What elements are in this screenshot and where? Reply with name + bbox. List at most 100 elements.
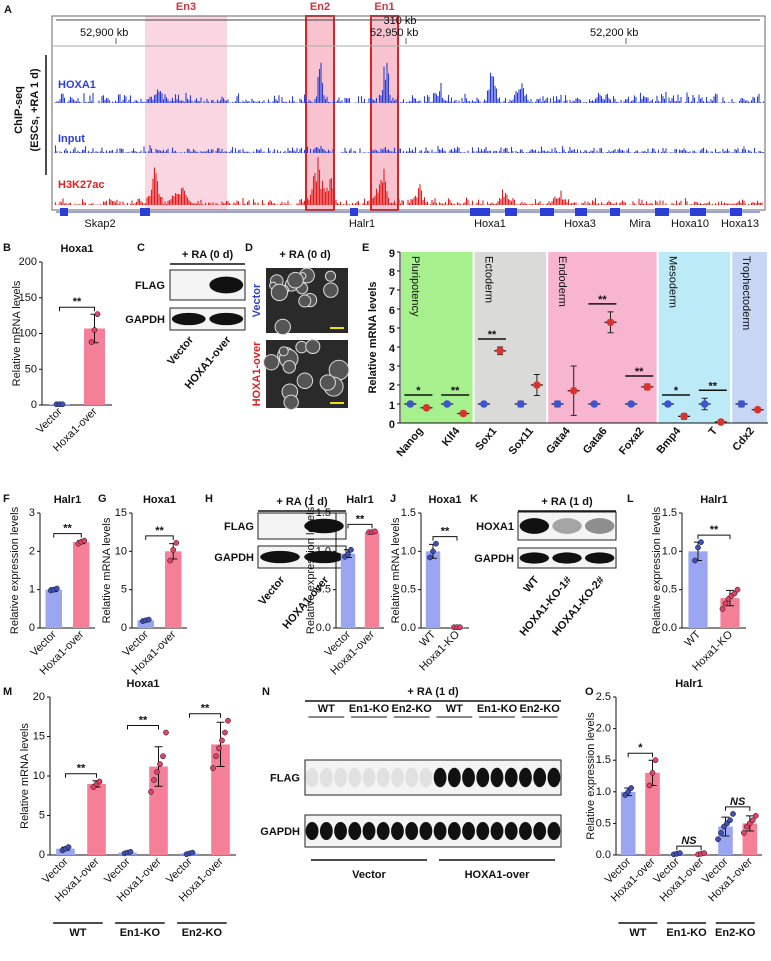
exon: [350, 208, 358, 216]
data-point: [225, 717, 231, 724]
y-axis-label: Relative expression levels: [651, 506, 663, 634]
panel-letter: G: [98, 493, 107, 505]
blot-band: [519, 767, 532, 788]
data-point: [664, 400, 672, 408]
section-label: Trophectoderm: [740, 256, 752, 330]
y-tick-label: 0.5: [662, 584, 677, 596]
group-label: HOXA1-over: [465, 869, 531, 881]
coord-label: 52,900 kb: [80, 27, 128, 39]
sig-label: **: [63, 523, 72, 535]
lane-label: WT: [446, 703, 463, 715]
axis-label: (ESCs, +RA 1 d): [29, 68, 41, 151]
blot-band: [533, 767, 547, 788]
data-point: [91, 327, 98, 333]
y-tick-label: 8: [389, 267, 395, 279]
y-tick-label: 0.0: [401, 622, 416, 634]
y-tick-label: 1.0: [596, 786, 611, 798]
data-point: [698, 539, 704, 545]
sig-label: *: [638, 742, 643, 754]
blot-band: [476, 822, 490, 840]
y-tick-label: 4: [389, 343, 396, 355]
data-point: [127, 848, 134, 855]
blot-band: [447, 822, 461, 840]
y-tick-label: 9: [389, 248, 395, 260]
data-point: [53, 585, 60, 592]
exon: [540, 208, 554, 216]
x-tick-label: Cdx2: [730, 425, 756, 453]
data-point: [516, 400, 525, 408]
data-point: [170, 546, 177, 553]
exon: [60, 208, 68, 216]
panel-letter: E: [362, 242, 369, 254]
bar: [165, 551, 182, 628]
gene-label: Hoxa1: [474, 218, 506, 230]
sig-label: **: [441, 526, 450, 538]
y-tick-label: 10: [33, 770, 45, 782]
data-point: [145, 616, 152, 623]
data-point: [65, 844, 72, 850]
group-label: En1-KO: [120, 927, 161, 939]
x-tick-label: Gata6: [581, 425, 610, 456]
exon: [730, 208, 742, 216]
x-tick-label: Bmp4: [654, 425, 683, 457]
y-tick-label: 1.5: [596, 754, 611, 766]
exon: [655, 208, 669, 216]
data-point: [167, 557, 174, 564]
exon: [505, 208, 517, 216]
sig-bracket: [189, 713, 221, 718]
cell: [324, 270, 337, 282]
blot-title: + RA (0 d): [182, 249, 234, 261]
y-tick-label: 1.0: [662, 545, 677, 557]
blot-band: [547, 767, 561, 788]
data-point: [731, 590, 738, 597]
cell: [283, 394, 299, 410]
y-tick-label: 2.0: [596, 723, 611, 735]
sig-label: **: [356, 513, 365, 525]
blot-band: [462, 767, 475, 788]
bar: [688, 551, 708, 628]
blot-band: [362, 767, 376, 788]
cell: [287, 271, 304, 289]
section-label: Ectoderm: [483, 256, 495, 303]
y-tick-label: 1: [29, 584, 35, 596]
sig-label: **: [155, 525, 164, 537]
panel-letter: B: [3, 242, 11, 254]
data-point: [88, 339, 95, 345]
blot-band: [391, 822, 404, 840]
lane-label: WT: [521, 574, 541, 595]
y-axis-label: Relative expression levels: [305, 506, 317, 634]
data-point: [222, 729, 228, 736]
y-tick-label: 15: [115, 507, 127, 519]
x-tick-label: Foxa2: [617, 425, 647, 457]
data-point: [154, 769, 160, 775]
y-axis-label: Relative mRNA levels: [11, 280, 23, 386]
data-point: [348, 546, 354, 553]
blot-band: [348, 822, 362, 840]
data-point: [722, 600, 729, 607]
data-point: [737, 400, 746, 408]
gene-label: Hoxa13: [721, 218, 759, 230]
y-tick-label: 200: [19, 256, 37, 268]
blot-title: + RA (1 d): [541, 496, 593, 508]
data-point: [189, 849, 196, 856]
gene-label: Halr1: [349, 218, 375, 230]
y-tick-label: 1.5: [662, 507, 677, 519]
gene-label: Skap2: [84, 218, 115, 230]
sig-label: *: [674, 385, 679, 397]
exon: [610, 208, 620, 216]
blot-band: [504, 822, 518, 840]
y-axis-label: Relative expression levels: [585, 712, 597, 840]
x-tick-label: Sox11: [506, 425, 536, 457]
exon: [575, 208, 587, 216]
data-point: [695, 544, 701, 551]
y-tick-label: 1.0: [316, 545, 331, 557]
y-tick-label: 0: [29, 622, 35, 634]
bar: [340, 553, 356, 628]
data-point: [652, 757, 659, 764]
signal-track: [53, 157, 763, 205]
sig-label: **: [73, 296, 82, 308]
data-point: [213, 753, 219, 760]
panel-letter: F: [3, 493, 10, 505]
blot-strip: [304, 814, 562, 848]
